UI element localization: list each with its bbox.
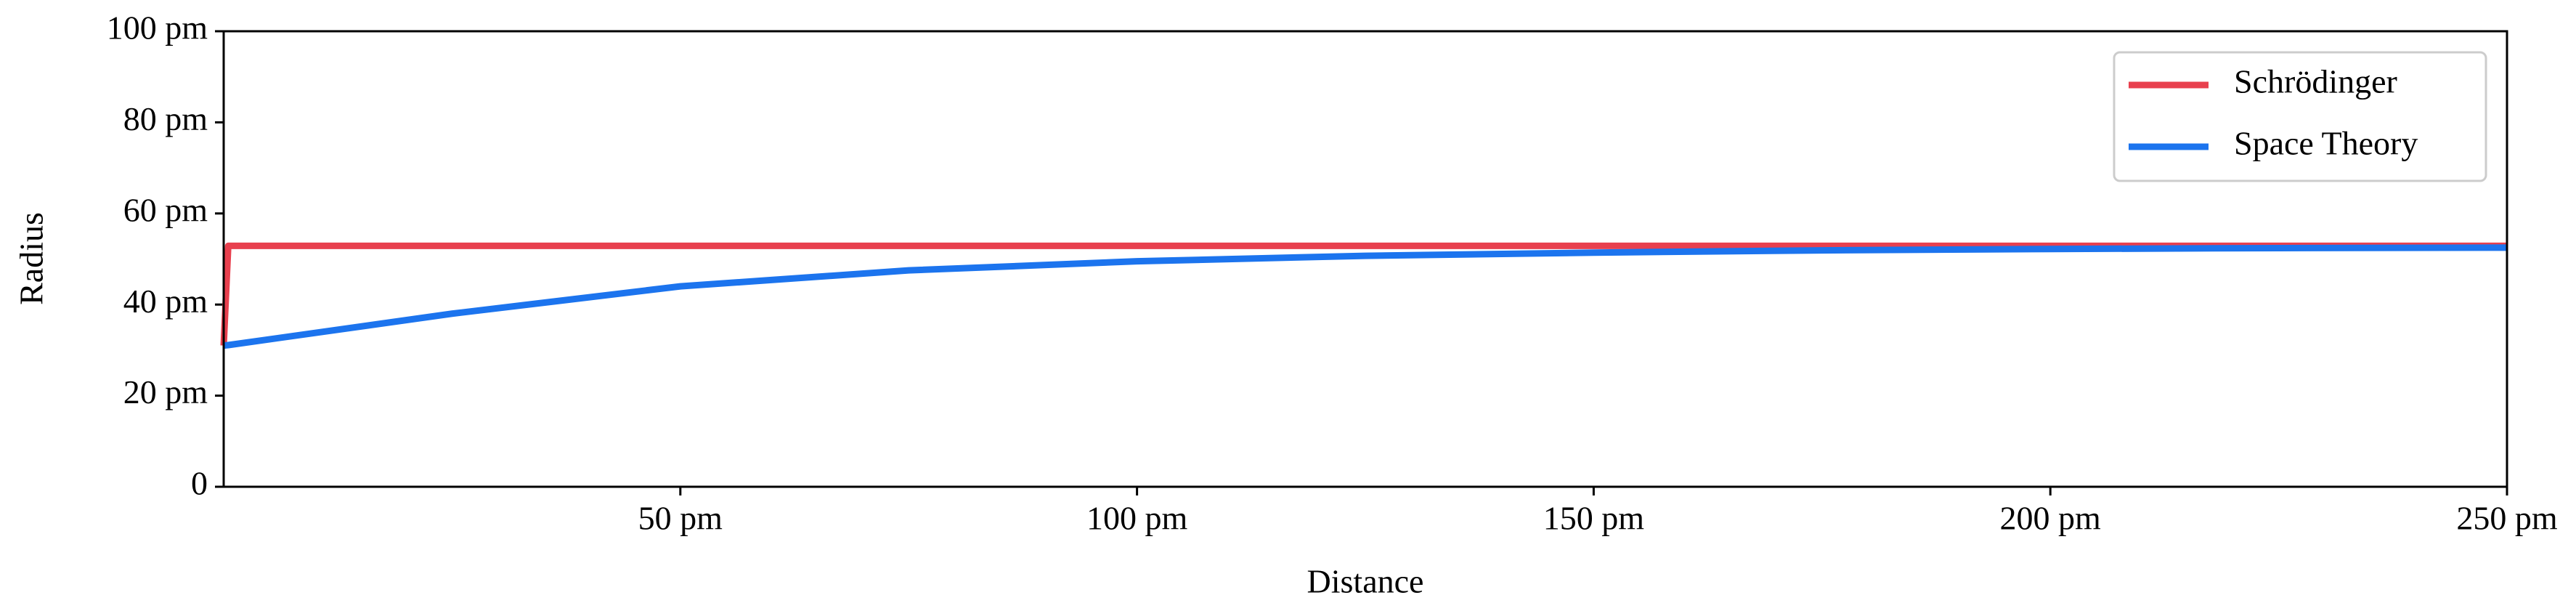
x-tick-label: 50 pm	[638, 500, 723, 537]
x-tick-label: 200 pm	[2000, 500, 2102, 537]
x-axis-label: Distance	[1307, 563, 1424, 600]
y-tick-label: 0	[191, 465, 208, 502]
y-tick-label: 20 pm	[123, 373, 208, 410]
legend-label: Schrödinger	[2234, 63, 2397, 100]
line	[220, 242, 2507, 346]
y-tick-label: 80 pm	[123, 100, 208, 137]
y-tick-label: 40 pm	[123, 283, 208, 320]
y-tick-label: 60 pm	[123, 191, 208, 228]
y-axis-label: Radius	[13, 212, 50, 305]
plot-frame	[222, 30, 2508, 488]
x-tick-label: 150 pm	[1543, 500, 1645, 537]
line	[223, 244, 2508, 349]
legend-label: Space Theory	[2234, 125, 2418, 162]
y-tick-label: 100 pm	[107, 9, 208, 46]
legend: Schrödinger Space Theory	[2113, 51, 2487, 182]
x-tick-label: 100 pm	[1086, 500, 1188, 537]
x-tick-label: 250 pm	[2456, 500, 2558, 537]
